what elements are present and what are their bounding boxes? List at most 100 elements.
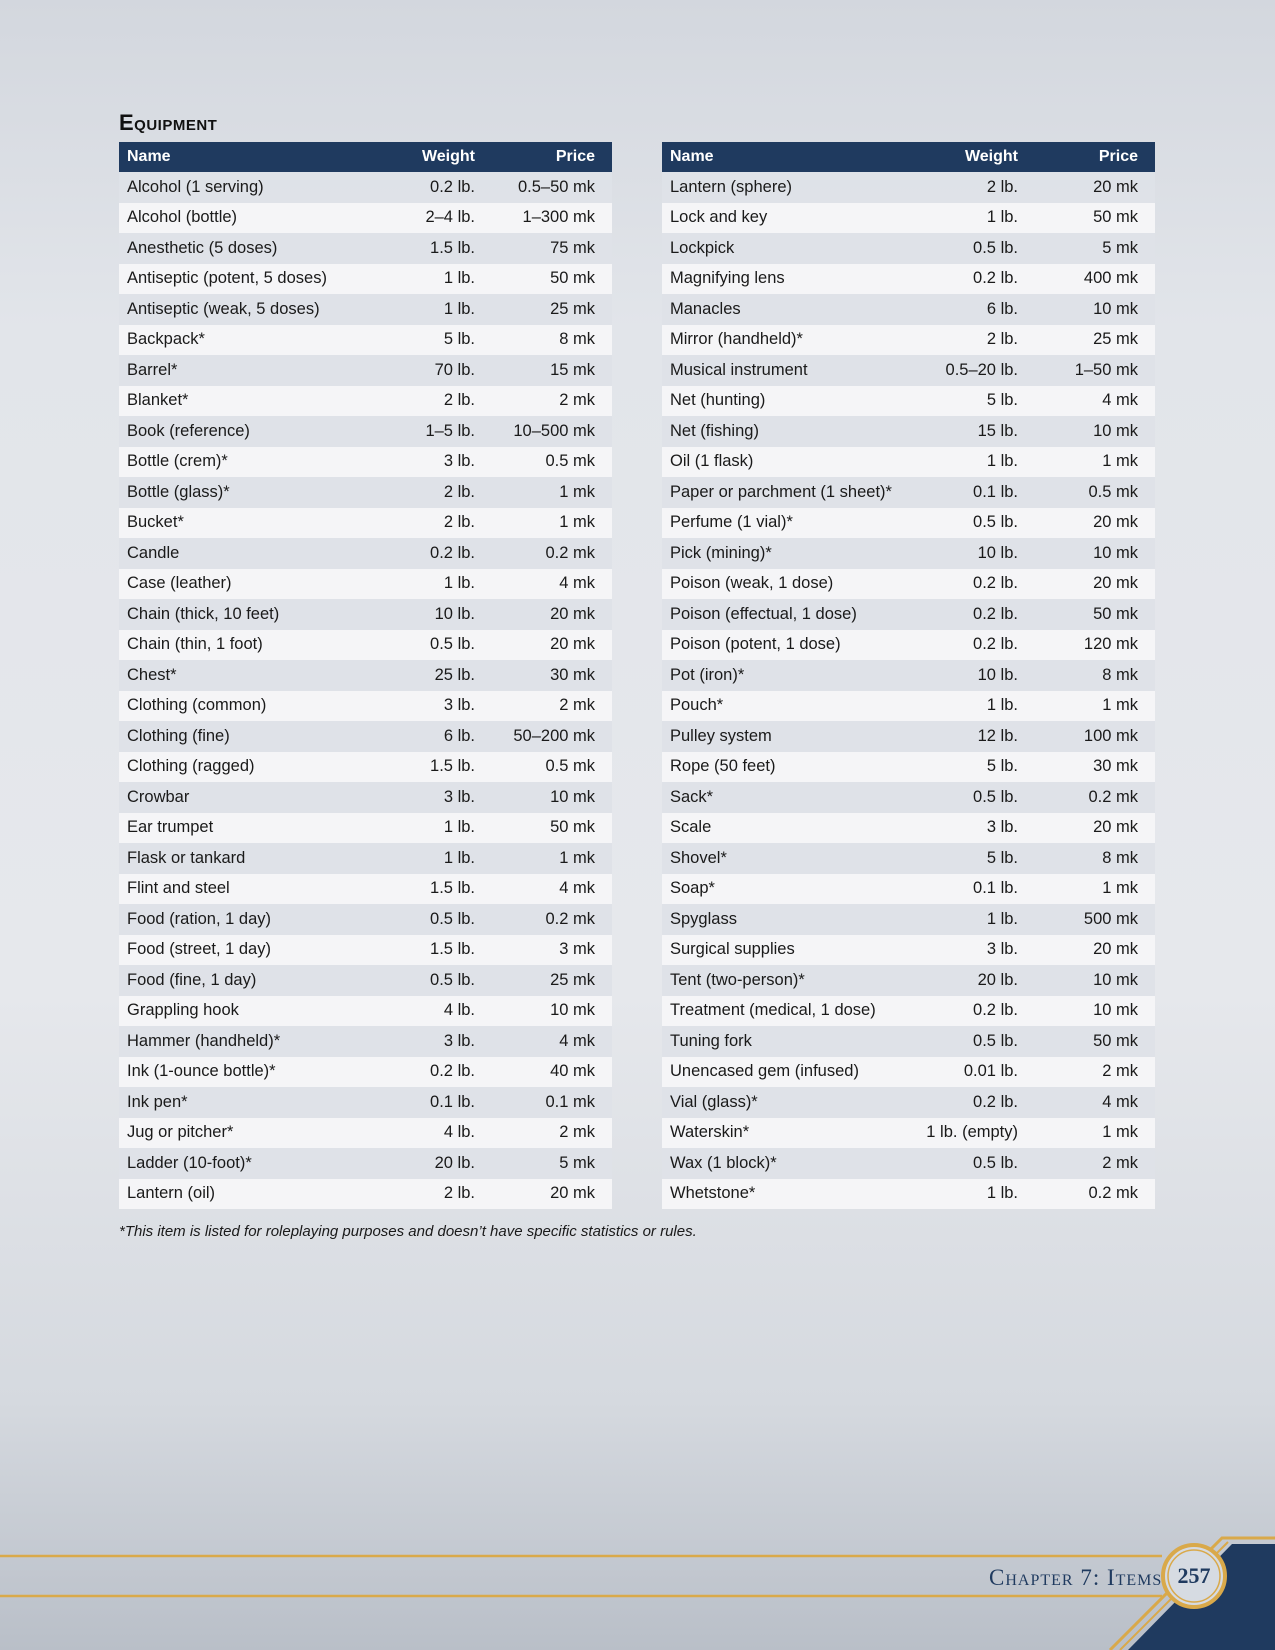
- cell-weight: 0.2 lb.: [900, 599, 1030, 630]
- cell-weight: 1.5 lb.: [357, 934, 487, 965]
- table-row: Clothing (fine) 6 lb. 50–200 mk: [119, 721, 612, 752]
- table-row: Clothing (common) 3 lb. 2 mk: [119, 690, 612, 721]
- table-row: Ink (1-ounce bottle)* 0.2 lb. 40 mk: [119, 1056, 612, 1087]
- cell-name: Food (street, 1 day): [119, 934, 357, 965]
- table-row: Food (fine, 1 day) 0.5 lb. 25 mk: [119, 965, 612, 996]
- cell-price: 10 mk: [487, 782, 612, 813]
- table-row: Book (reference) 1–5 lb. 10–500 mk: [119, 416, 612, 447]
- table-row: Lantern (sphere) 2 lb. 20 mk: [662, 172, 1155, 203]
- table-row: Poison (weak, 1 dose) 0.2 lb. 20 mk: [662, 568, 1155, 599]
- cell-name: Alcohol (1 serving): [119, 172, 357, 203]
- cell-name: Soap*: [662, 873, 900, 904]
- cell-price: 10–500 mk: [487, 416, 612, 447]
- cell-price: 3 mk: [487, 934, 612, 965]
- chapter-title: Chapter 7: Items: [989, 1565, 1163, 1590]
- cell-price: 0.5 mk: [1030, 477, 1155, 508]
- cell-name: Oil (1 flask): [662, 446, 900, 477]
- cell-weight: 5 lb.: [900, 385, 1030, 416]
- column-header-weight: Weight: [900, 142, 1030, 172]
- table-row: Chest* 25 lb. 30 mk: [119, 660, 612, 691]
- cell-weight: 0.1 lb.: [900, 477, 1030, 508]
- cell-price: 0.2 mk: [487, 538, 612, 569]
- cell-price: 20 mk: [1030, 812, 1155, 843]
- table-row: Surgical supplies 3 lb. 20 mk: [662, 934, 1155, 965]
- cell-name: Tent (two-person)*: [662, 965, 900, 996]
- cell-price: 20 mk: [487, 629, 612, 660]
- cell-weight: 0.5 lb.: [357, 904, 487, 935]
- cell-weight: 1 lb.: [900, 690, 1030, 721]
- cell-price: 500 mk: [1030, 904, 1155, 935]
- cell-weight: 3 lb.: [900, 934, 1030, 965]
- cell-price: 0.1 mk: [487, 1087, 612, 1118]
- cell-price: 20 mk: [1030, 568, 1155, 599]
- cell-price: 4 mk: [487, 873, 612, 904]
- table-row: Perfume (1 vial)* 0.5 lb. 20 mk: [662, 507, 1155, 538]
- table-row: Scale 3 lb. 20 mk: [662, 812, 1155, 843]
- cell-weight: 1 lb.: [900, 202, 1030, 233]
- cell-weight: 0.5 lb.: [357, 965, 487, 996]
- table-row: Backpack* 5 lb. 8 mk: [119, 324, 612, 355]
- table-row: Tuning fork 0.5 lb. 50 mk: [662, 1026, 1155, 1057]
- cell-weight: 0.01 lb.: [900, 1056, 1030, 1087]
- cell-weight: 0.5 lb.: [900, 782, 1030, 813]
- cell-weight: 0.2 lb.: [357, 172, 487, 203]
- table-row: Spyglass 1 lb. 500 mk: [662, 904, 1155, 935]
- cell-weight: 1 lb.: [900, 446, 1030, 477]
- table-row: Magnifying lens 0.2 lb. 400 mk: [662, 263, 1155, 294]
- cell-name: Perfume (1 vial)*: [662, 507, 900, 538]
- table-row: Pulley system 12 lb. 100 mk: [662, 721, 1155, 752]
- table-row: Blanket* 2 lb. 2 mk: [119, 385, 612, 416]
- cell-name: Scale: [662, 812, 900, 843]
- cell-weight: 0.2 lb.: [900, 629, 1030, 660]
- cell-weight: 1 lb.: [357, 263, 487, 294]
- cell-price: 0.2 mk: [487, 904, 612, 935]
- cell-name: Ink (1-ounce bottle)*: [119, 1056, 357, 1087]
- cell-weight: 2 lb.: [900, 324, 1030, 355]
- cell-weight: 6 lb.: [900, 294, 1030, 325]
- table-row: Case (leather) 1 lb. 4 mk: [119, 568, 612, 599]
- cell-name: Barrel*: [119, 355, 357, 386]
- cell-price: 4 mk: [1030, 385, 1155, 416]
- cell-weight: 10 lb.: [900, 538, 1030, 569]
- cell-weight: 3 lb.: [357, 446, 487, 477]
- cell-name: Poison (effectual, 1 dose): [662, 599, 900, 630]
- table-row: Grappling hook 4 lb. 10 mk: [119, 995, 612, 1026]
- cell-price: 20 mk: [1030, 172, 1155, 203]
- table-row: Bottle (glass)* 2 lb. 1 mk: [119, 477, 612, 508]
- cell-name: Net (fishing): [662, 416, 900, 447]
- table-row: Pouch* 1 lb. 1 mk: [662, 690, 1155, 721]
- cell-weight: 0.2 lb.: [900, 1087, 1030, 1118]
- cell-price: 2 mk: [1030, 1148, 1155, 1179]
- cell-weight: 0.5–20 lb.: [900, 355, 1030, 386]
- cell-weight: 3 lb.: [357, 690, 487, 721]
- table-row: Whetstone* 1 lb. 0.2 mk: [662, 1178, 1155, 1209]
- cell-weight: 70 lb.: [357, 355, 487, 386]
- cell-price: 25 mk: [1030, 324, 1155, 355]
- cell-weight: 1 lb.: [357, 812, 487, 843]
- table-row: Anesthetic (5 doses) 1.5 lb. 75 mk: [119, 233, 612, 264]
- table-row: Ladder (10-foot)* 20 lb. 5 mk: [119, 1148, 612, 1179]
- table-row: Poison (potent, 1 dose) 0.2 lb. 120 mk: [662, 629, 1155, 660]
- table-row: Rope (50 feet) 5 lb. 30 mk: [662, 751, 1155, 782]
- table-row: Waterskin* 1 lb. (empty) 1 mk: [662, 1117, 1155, 1148]
- table-row: Pot (iron)* 10 lb. 8 mk: [662, 660, 1155, 691]
- cell-price: 4 mk: [487, 568, 612, 599]
- cell-name: Shovel*: [662, 843, 900, 874]
- cell-name: Poison (potent, 1 dose): [662, 629, 900, 660]
- cell-weight: 5 lb.: [900, 751, 1030, 782]
- column-header-price: Price: [1030, 142, 1155, 172]
- cell-name: Treatment (medical, 1 dose): [662, 995, 900, 1026]
- table-row: Unencased gem (infused) 0.01 lb. 2 mk: [662, 1056, 1155, 1087]
- table-row: Alcohol (bottle) 2–4 lb. 1–300 mk: [119, 202, 612, 233]
- cell-price: 15 mk: [487, 355, 612, 386]
- table-row: Vial (glass)* 0.2 lb. 4 mk: [662, 1087, 1155, 1118]
- cell-price: 4 mk: [1030, 1087, 1155, 1118]
- cell-price: 5 mk: [1030, 233, 1155, 264]
- equipment-table-left: Name Weight Price Alcohol (1 serving) 0.2…: [119, 142, 612, 1209]
- cell-name: Ladder (10-foot)*: [119, 1148, 357, 1179]
- cell-name: Clothing (fine): [119, 721, 357, 752]
- cell-name: Lockpick: [662, 233, 900, 264]
- cell-name: Surgical supplies: [662, 934, 900, 965]
- table-row: Poison (effectual, 1 dose) 0.2 lb. 50 mk: [662, 599, 1155, 630]
- cell-name: Lantern (sphere): [662, 172, 900, 203]
